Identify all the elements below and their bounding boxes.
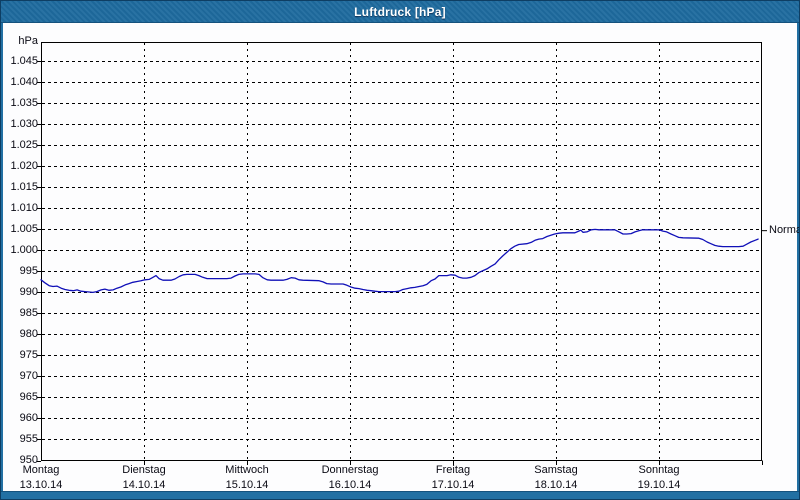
window-title: Luftdruck [hPa] <box>354 4 446 19</box>
x-axis-day-label: Mittwoch <box>225 464 269 476</box>
y-axis-tick-label: 1.025 <box>10 138 38 151</box>
y-axis-tick-label: 1.000 <box>10 243 38 256</box>
y-axis-tick-label: 960 <box>19 411 38 424</box>
x-axis-date-label: 16.10.14 <box>328 479 372 491</box>
x-axis-day-label: Donnerstag <box>321 464 379 476</box>
y-axis-tick-label: 970 <box>19 369 38 382</box>
y-axis-unit-label: hPa <box>18 35 38 47</box>
y-axis-tick-label: 1.030 <box>10 117 38 130</box>
y-axis-tick-label: 1.005 <box>10 222 38 235</box>
x-axis-day-label: Freitag <box>435 464 471 476</box>
x-axis-date-label: 15.10.14 <box>225 479 269 491</box>
x-axis-day-label: Samstag <box>534 464 578 476</box>
x-axis-date-label: 17.10.14 <box>431 479 475 491</box>
y-axis-tick-label: 985 <box>19 306 38 319</box>
plot-border <box>41 42 762 461</box>
y-axis-tick-label: 1.045 <box>10 54 38 67</box>
x-axis-day-label: Dienstag <box>122 464 166 476</box>
y-axis-tick-label: 980 <box>19 327 38 340</box>
title-bar: Luftdruck [hPa] <box>1 1 799 23</box>
y-axis-tick-label: 1.010 <box>10 201 38 214</box>
y-axis-tick-label: 955 <box>19 432 38 445</box>
y-axis-tick-label: 990 <box>19 285 38 298</box>
x-axis-date-label: 18.10.14 <box>534 479 578 491</box>
x-axis-date-label: 14.10.14 <box>122 479 166 491</box>
y-axis-tick-label: 995 <box>19 264 38 277</box>
normal-pressure-label: Normal <box>769 224 799 237</box>
y-axis-tick-label: 1.040 <box>10 75 38 88</box>
x-axis-day-label: Montag <box>22 464 60 476</box>
y-axis-tick-label: 965 <box>19 390 38 403</box>
x-axis-date-label: 19.10.14 <box>637 479 681 491</box>
x-axis-date-label: 13.10.14 <box>19 479 63 491</box>
y-axis-tick-label: 975 <box>19 348 38 361</box>
y-axis-tick-label: 1.020 <box>10 159 38 172</box>
y-axis-tick-label: 1.035 <box>10 96 38 109</box>
x-axis-day-label: Sonntag <box>638 464 680 476</box>
bottom-bar <box>1 491 799 499</box>
pressure-line <box>40 228 759 294</box>
y-axis-tick-label: 1.015 <box>10 180 38 193</box>
y-axis-tick-label: 950 <box>19 454 38 466</box>
